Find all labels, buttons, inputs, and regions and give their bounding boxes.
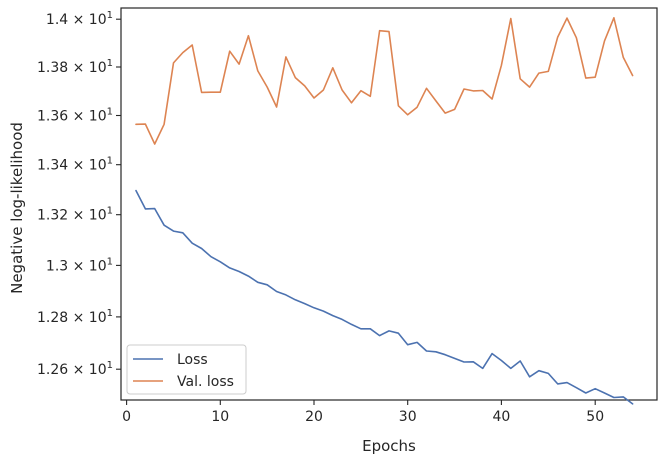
y-tick-label: 1.4 × 101 (46, 10, 113, 28)
legend-label-val-loss: Val. loss (177, 374, 234, 390)
y-tick-label: 1.32 × 101 (37, 206, 113, 224)
y-tick-label: 1.3 × 101 (46, 256, 113, 274)
x-tick-label: 0 (122, 409, 131, 425)
y-tick-label: 1.28 × 101 (37, 308, 113, 326)
x-tick-label: 20 (305, 409, 323, 425)
y-tick-label: 1.34 × 101 (37, 156, 113, 174)
x-tick-label: 40 (492, 409, 510, 425)
y-tick-label: 1.38 × 101 (37, 58, 113, 76)
y-tick-label: 1.36 × 101 (37, 107, 113, 125)
x-tick-label: 10 (211, 409, 229, 425)
series-line-loss (135, 189, 634, 405)
y-tick-label: 1.26 × 101 (37, 360, 113, 378)
legend: Loss Val. loss (126, 344, 247, 395)
x-axis-label: Epochs (362, 437, 416, 455)
x-tick-label: 50 (586, 409, 604, 425)
x-axis-ticks: 0 10 20 30 40 50 (122, 400, 604, 425)
legend-label-loss: Loss (177, 352, 208, 368)
series-layer (135, 16, 634, 405)
y-axis-label: Negative log-likelihood (8, 122, 26, 294)
series-line-val-loss (135, 16, 634, 145)
y-axis-ticks: 1.26 × 101 1.28 × 101 1.3 × 101 1.32 × 101 1… (37, 10, 121, 378)
x-tick-label: 30 (399, 409, 417, 425)
plot-area (120, 7, 658, 401)
